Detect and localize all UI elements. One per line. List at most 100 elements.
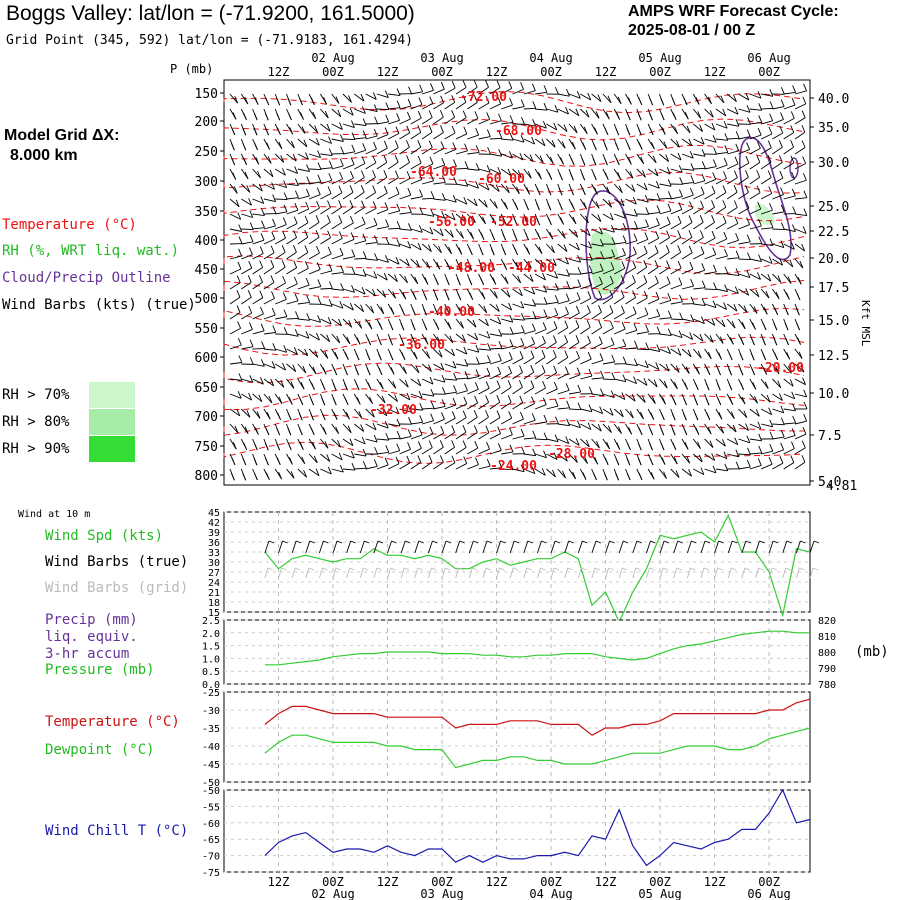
temperature-contour-label: -20.00: [757, 361, 804, 376]
wind-barb: [283, 309, 288, 317]
wind-barb: [622, 356, 627, 364]
wind-barb: [695, 427, 700, 435]
wind-barb: [260, 306, 264, 315]
wind-barb: [553, 122, 558, 131]
wind-barb: [783, 117, 795, 125]
wind-barb: [717, 397, 722, 406]
wind-barb: [772, 177, 784, 185]
wind-barb: [263, 183, 275, 190]
wind-barb: [585, 439, 590, 448]
wind-barb: [615, 157, 620, 166]
wind-barb: [599, 226, 603, 235]
wind-barb: [626, 142, 631, 151]
wind-barb: [724, 145, 729, 153]
wind-barb: [749, 162, 761, 170]
wind-barb: [427, 244, 432, 252]
wind-barb: [467, 431, 478, 440]
wind-barb: [531, 286, 536, 295]
wind-barb: [308, 333, 320, 341]
temperature-contour-label: -72.00: [460, 90, 507, 105]
wind-barb: [625, 281, 636, 290]
wind-barb: [274, 363, 286, 371]
wind-barb: [274, 266, 286, 275]
wind-barb: [365, 176, 376, 185]
wind-barb: [331, 206, 342, 215]
top-date-label: 04 Aug: [529, 51, 572, 65]
wind-barb: [295, 190, 299, 198]
wind-barb: [498, 460, 503, 468]
wind-barb: [512, 372, 523, 380]
wind-barb: [592, 172, 597, 181]
grid-wind-barb: [646, 567, 650, 579]
wind-barb: [275, 198, 288, 200]
wind-barb: [331, 303, 344, 309]
wind-barb: [755, 409, 760, 417]
wind-barb: [534, 404, 547, 410]
wind-barb: [342, 438, 354, 447]
wind-barb: [263, 225, 276, 230]
wind-barb: [275, 299, 287, 305]
wind-barb: [735, 250, 740, 258]
wind-barb: [591, 213, 602, 222]
wind-barb: [333, 367, 338, 376]
wind-barb: [478, 318, 489, 327]
true-wind-barb: [264, 540, 270, 554]
wind-barb: [634, 221, 638, 229]
wind-barb: [412, 337, 417, 346]
wind-barb: [294, 329, 299, 337]
wind-barb: [764, 381, 769, 389]
wind-barb: [320, 123, 331, 132]
height-tick-label: 20.0: [818, 252, 849, 267]
grid-wind-barb: [567, 567, 573, 571]
wind-barb: [388, 463, 400, 470]
wind-barb: [791, 391, 796, 399]
wind-barb: [351, 249, 356, 257]
wind-barb: [611, 225, 615, 233]
wind-barb: [451, 348, 456, 356]
wind-barb: [643, 378, 648, 386]
wind-barb: [734, 106, 739, 115]
wind-barb: [660, 112, 665, 121]
pressure-unit-label: (mb): [855, 644, 889, 660]
wind-barb: [772, 378, 782, 388]
wind-barb: [575, 108, 580, 116]
true-wind-barb: [295, 540, 302, 544]
wind-barb: [428, 364, 432, 372]
wind-barb: [636, 183, 648, 191]
grid-wind-barb: [509, 567, 514, 579]
wind-barb: [721, 319, 726, 328]
wind-barb: [580, 375, 593, 380]
wind-barb: [485, 95, 490, 104]
wind-barb: [376, 464, 389, 470]
grid-wind-barb: [591, 567, 596, 579]
wind-barb: [681, 236, 693, 245]
wind-barb: [633, 233, 638, 241]
wind-barb: [534, 342, 546, 350]
wind-barb: [451, 95, 456, 103]
wind-barb: [699, 333, 704, 342]
wind-barb: [704, 318, 716, 326]
wind-barb: [735, 461, 740, 470]
wind-barb: [625, 297, 636, 305]
wind-barb: [512, 288, 523, 297]
wind-barb: [760, 450, 773, 455]
wind-barb: [467, 198, 478, 207]
wind-barb: [631, 184, 636, 192]
wind-barb: [320, 221, 331, 230]
wind-barb: [282, 168, 286, 176]
wind-barb: [478, 465, 491, 470]
bottom-time-tick: 00Z: [649, 875, 671, 889]
wind-barb: [372, 185, 377, 193]
wind-barb: [242, 142, 247, 151]
wind-barb: [444, 116, 455, 125]
wind-barb: [614, 328, 626, 335]
wind-barb: [512, 88, 524, 95]
wind-barb: [350, 450, 355, 459]
wind-barb: [660, 412, 665, 421]
wind-barb: [414, 276, 419, 285]
wind-barb: [433, 198, 446, 201]
wind-barb: [681, 194, 694, 200]
wind-barb: [757, 458, 762, 466]
wind-barb: [444, 213, 456, 221]
wind-barb: [283, 204, 288, 212]
